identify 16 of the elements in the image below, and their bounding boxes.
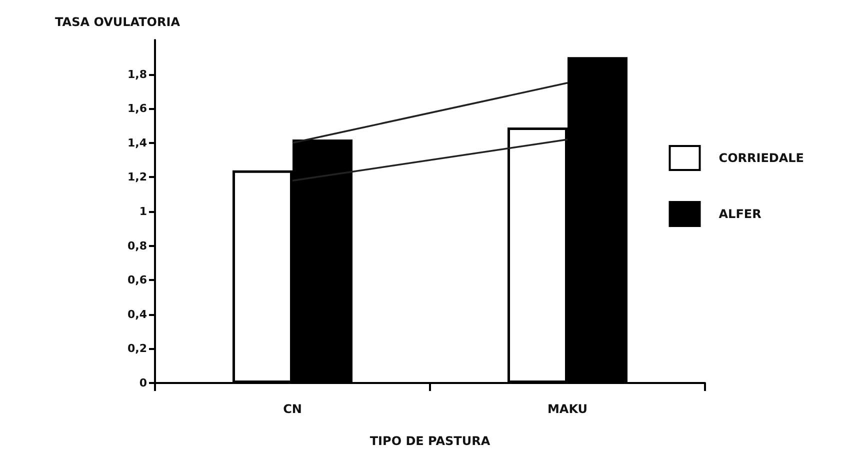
y-tick-label: 1,2 (128, 170, 147, 184)
y-tick-label: 0,6 (128, 274, 148, 287)
y-tick-label: 1,4 (128, 136, 148, 150)
x-tick-label: CN (283, 402, 302, 416)
y-tick-label: 0,8 (128, 239, 147, 252)
legend-label: CORRIEDALE (718, 151, 804, 165)
y-tick-label: 0,4 (128, 308, 148, 321)
y-tick-label: 0 (139, 376, 148, 390)
x-tick-label: MAKU (547, 402, 588, 416)
y-tick-label: 0,2 (128, 342, 147, 356)
y-axis-title: TASA OVULATORIA (55, 15, 181, 29)
y-tick-label: 1,6 (128, 102, 148, 116)
x-axis-title: TIPO DE PASTURA (370, 434, 491, 448)
y-tick-label: 1 (139, 205, 147, 218)
y-tick-label: 1,8 (128, 68, 147, 81)
legend-label: ALFER (718, 207, 762, 221)
